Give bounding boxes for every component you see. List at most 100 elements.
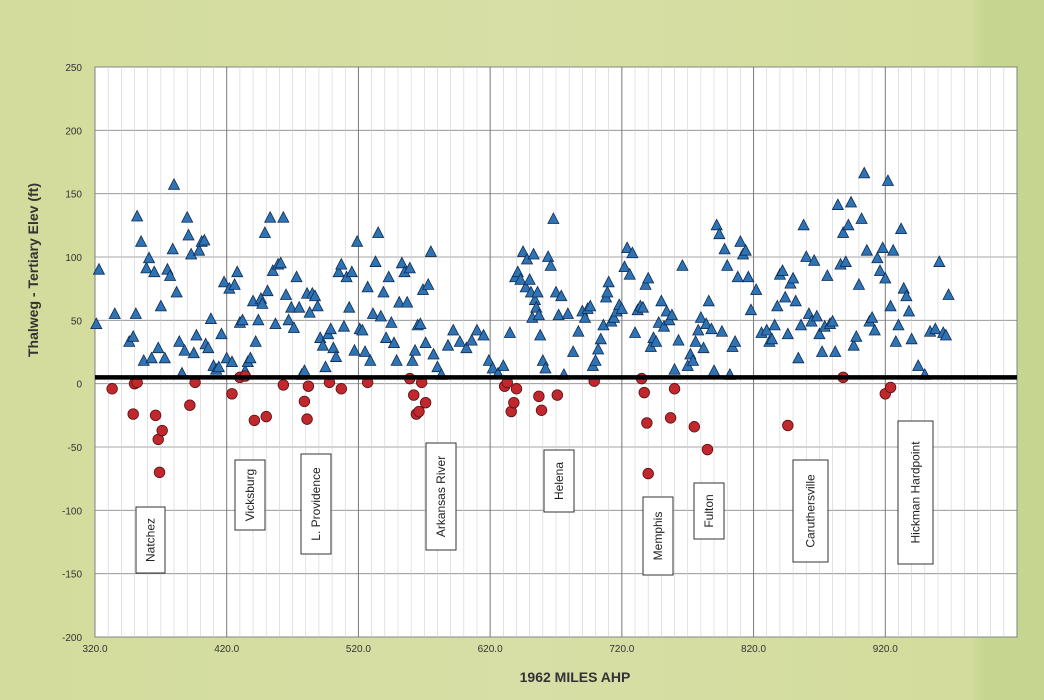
data-point-triangle bbox=[427, 347, 440, 360]
y-tick-label: 150 bbox=[65, 190, 82, 201]
data-point-triangle bbox=[765, 332, 779, 345]
data-point-triangle bbox=[623, 267, 636, 280]
data-point-triangle bbox=[884, 299, 897, 312]
data-point-triangle bbox=[215, 327, 228, 340]
data-point-triangle bbox=[871, 251, 884, 264]
data-point-triangle bbox=[794, 318, 808, 331]
data-point-triangle bbox=[868, 323, 881, 336]
data-point-triangle bbox=[710, 218, 723, 231]
data-point-triangle bbox=[807, 253, 821, 266]
data-point-circle bbox=[408, 389, 420, 401]
data-point-triangle bbox=[892, 318, 905, 331]
y-tick-label: -50 bbox=[68, 443, 83, 454]
data-point-triangle bbox=[319, 360, 332, 373]
data-point-triangle bbox=[198, 233, 211, 246]
data-point-triangle bbox=[771, 299, 784, 312]
data-point-triangle bbox=[636, 300, 650, 313]
data-point-circle bbox=[664, 412, 677, 424]
y-tick-label: -150 bbox=[62, 570, 82, 581]
annotation-label: Hickman Hardpoint bbox=[909, 441, 923, 544]
data-point-triangle bbox=[555, 289, 568, 302]
x-tick-label: 820.0 bbox=[741, 644, 766, 655]
data-point-triangle bbox=[158, 351, 171, 364]
data-point-triangle bbox=[539, 361, 552, 374]
data-point-triangle bbox=[705, 322, 718, 335]
data-point-triangle bbox=[482, 354, 495, 366]
data-point-triangle bbox=[145, 351, 158, 364]
data-point-triangle bbox=[127, 329, 140, 342]
data-point-triangle bbox=[337, 319, 351, 332]
data-point-circle bbox=[419, 396, 432, 409]
data-point-triangle bbox=[422, 278, 435, 290]
data-point-triangle bbox=[718, 242, 731, 255]
data-point-triangle bbox=[578, 310, 592, 323]
data-point-triangle bbox=[366, 307, 380, 319]
data-point-triangle bbox=[615, 302, 629, 314]
data-point-triangle bbox=[642, 271, 655, 284]
data-point-triangle bbox=[561, 307, 575, 319]
data-point-triangle bbox=[813, 327, 826, 340]
data-point-triangle bbox=[258, 226, 272, 238]
data-point-triangle bbox=[905, 332, 918, 345]
y-tick-label: -100 bbox=[62, 506, 82, 517]
data-point-triangle bbox=[620, 241, 634, 254]
data-point-triangle bbox=[369, 255, 382, 267]
data-point-triangle bbox=[385, 316, 398, 328]
data-point-circle bbox=[884, 381, 897, 394]
data-point-triangle bbox=[902, 304, 916, 317]
annotation-box bbox=[425, 442, 457, 551]
data-point-triangle bbox=[728, 335, 742, 347]
data-point-triangle bbox=[453, 335, 467, 347]
data-point-triangle bbox=[361, 280, 374, 293]
data-point-triangle bbox=[244, 351, 257, 364]
data-point-circle bbox=[127, 408, 139, 420]
data-point-triangle bbox=[379, 331, 393, 343]
data-point-triangle bbox=[108, 307, 121, 319]
data-point-triangle bbox=[377, 285, 390, 298]
annotation-label: Natchez bbox=[144, 518, 158, 562]
data-point-triangle bbox=[566, 345, 580, 357]
data-point-triangle bbox=[173, 335, 186, 347]
data-point-triangle bbox=[689, 335, 702, 347]
data-point-triangle bbox=[129, 307, 142, 319]
data-point-triangle bbox=[431, 360, 444, 373]
data-point-triangle bbox=[742, 270, 755, 283]
data-point-triangle bbox=[519, 280, 532, 293]
data-point-triangle bbox=[665, 308, 679, 321]
data-point-circle bbox=[156, 424, 168, 437]
data-point-triangle bbox=[839, 255, 852, 267]
data-point-triangle bbox=[768, 318, 781, 331]
data-point-triangle bbox=[942, 288, 955, 300]
data-point-triangle bbox=[395, 256, 409, 269]
data-point-triangle bbox=[256, 297, 269, 309]
data-point-triangle bbox=[465, 333, 478, 346]
data-point-triangle bbox=[90, 317, 103, 330]
data-point-triangle bbox=[358, 345, 372, 357]
data-point-triangle bbox=[800, 250, 813, 262]
data-point-triangle bbox=[350, 234, 364, 247]
data-point-triangle bbox=[702, 294, 715, 307]
data-point-circle bbox=[149, 409, 162, 422]
data-point-triangle bbox=[374, 309, 387, 322]
data-point-triangle bbox=[850, 329, 863, 342]
y-tick-label: 0 bbox=[76, 380, 82, 391]
x-tick-label: 720.0 bbox=[609, 644, 634, 655]
data-point-triangle bbox=[881, 174, 895, 186]
data-point-triangle bbox=[212, 360, 225, 373]
data-point-triangle bbox=[626, 246, 639, 259]
data-point-triangle bbox=[860, 243, 874, 256]
data-point-circle bbox=[668, 383, 681, 395]
data-point-triangle bbox=[547, 212, 560, 224]
data-point-triangle bbox=[277, 210, 290, 223]
data-point-triangle bbox=[414, 317, 427, 330]
data-point-triangle bbox=[739, 243, 752, 256]
data-point-triangle bbox=[142, 251, 156, 264]
data-point-triangle bbox=[602, 275, 615, 288]
data-point-triangle bbox=[441, 338, 455, 351]
data-point-triangle bbox=[345, 265, 359, 278]
data-point-triangle bbox=[789, 294, 802, 307]
data-point-triangle bbox=[855, 212, 868, 224]
data-point-triangle bbox=[202, 341, 215, 354]
data-point-triangle bbox=[601, 285, 614, 298]
data-point-triangle bbox=[797, 218, 810, 231]
